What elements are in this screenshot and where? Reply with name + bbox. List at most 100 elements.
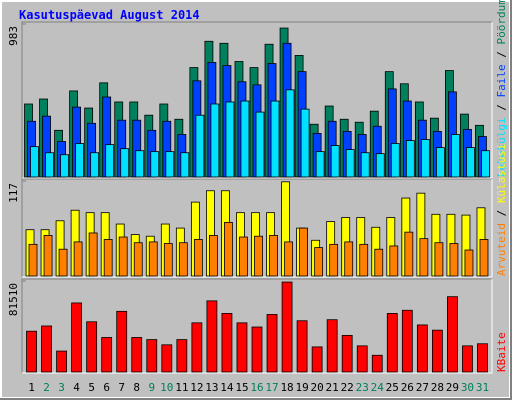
bar	[195, 114, 205, 178]
bar	[435, 147, 445, 178]
bar	[285, 89, 295, 178]
x-tick-label: 8	[133, 381, 140, 394]
bar	[71, 302, 83, 373]
bar	[236, 322, 248, 373]
bar	[330, 145, 340, 178]
bar	[341, 334, 353, 373]
bar	[240, 100, 250, 178]
bar	[284, 241, 293, 277]
bar	[221, 313, 233, 373]
bar	[481, 150, 490, 178]
x-tick-label: 4	[73, 381, 80, 394]
bar	[209, 235, 218, 277]
bar	[60, 154, 69, 178]
bar	[26, 330, 37, 373]
bar	[133, 242, 143, 277]
bar	[479, 239, 489, 277]
bar	[345, 149, 355, 178]
x-tick-label: 6	[103, 381, 110, 394]
bar	[300, 108, 310, 178]
bar	[326, 319, 338, 373]
bar	[45, 152, 54, 178]
bar	[28, 243, 38, 277]
bar	[449, 243, 459, 277]
bar	[176, 339, 188, 373]
x-tick-label: 10	[160, 381, 173, 394]
bar	[56, 350, 67, 373]
x-tick-label: 5	[88, 381, 95, 394]
bar	[224, 222, 233, 277]
bar	[161, 344, 173, 373]
legend-separator: /	[495, 45, 508, 65]
bar	[210, 103, 220, 178]
legend-separator: /	[495, 98, 508, 118]
bar	[419, 238, 429, 277]
panel-bevel	[22, 179, 493, 278]
x-tick-label: 2	[43, 381, 50, 394]
bar	[405, 140, 415, 178]
bar	[178, 242, 188, 277]
bar	[447, 296, 458, 373]
bar	[404, 231, 414, 277]
legend: Lehekülgi / Faile / Pöördumisi	[495, 0, 508, 177]
bar	[420, 139, 430, 178]
bar	[118, 236, 128, 277]
bar	[225, 101, 235, 178]
bar	[371, 354, 383, 373]
x-tick-label: 31	[476, 381, 489, 394]
bar	[389, 245, 399, 277]
y-tick-label: 983	[7, 26, 20, 46]
bar	[477, 343, 488, 373]
x-tick-label: 30	[461, 381, 474, 394]
bar	[416, 324, 428, 373]
bar	[299, 227, 308, 277]
bar	[401, 309, 413, 373]
bar	[255, 111, 265, 178]
bar	[266, 314, 278, 373]
legend: Arvuteid / Külastusi	[495, 144, 508, 276]
legend-label: KBaite	[495, 332, 508, 372]
x-tick-label: 16	[250, 381, 263, 394]
bar	[269, 235, 278, 277]
x-tick-label: 29	[446, 381, 459, 394]
bar	[193, 239, 203, 277]
x-tick-label: 21	[326, 381, 339, 394]
bar	[462, 345, 473, 373]
x-tick-label: 1	[28, 381, 35, 394]
bar	[254, 235, 263, 277]
bar	[191, 322, 203, 373]
x-tick-label: 12	[190, 381, 203, 394]
x-tick-label: 13	[205, 381, 218, 394]
panel-bevel	[22, 22, 493, 179]
y-tick-label: 117	[7, 183, 20, 203]
x-tick-label: 3	[58, 381, 65, 394]
x-tick-label: 18	[280, 381, 293, 394]
chart-title: Kasutuspäevad August 2014	[19, 8, 200, 22]
bar	[163, 243, 173, 277]
bar	[434, 242, 444, 277]
bar	[281, 281, 293, 373]
bar	[431, 329, 443, 373]
x-tick-label: 17	[265, 381, 278, 394]
bar	[464, 249, 474, 277]
bar	[251, 326, 263, 373]
x-tick-label: 23	[356, 381, 369, 394]
bar	[103, 239, 113, 277]
bar	[329, 243, 339, 277]
bar	[360, 152, 370, 178]
bar	[239, 236, 248, 277]
legend-label: Pöördumisi	[495, 0, 508, 45]
legend: KBaite	[495, 332, 508, 372]
bar	[344, 241, 354, 277]
x-tick-label: 26	[401, 381, 414, 394]
bar	[41, 325, 52, 373]
bar	[150, 151, 160, 178]
bar	[296, 320, 308, 373]
bar	[386, 313, 398, 373]
bar	[30, 146, 39, 178]
bar	[311, 346, 323, 373]
bar	[75, 143, 85, 178]
bar	[101, 337, 113, 373]
